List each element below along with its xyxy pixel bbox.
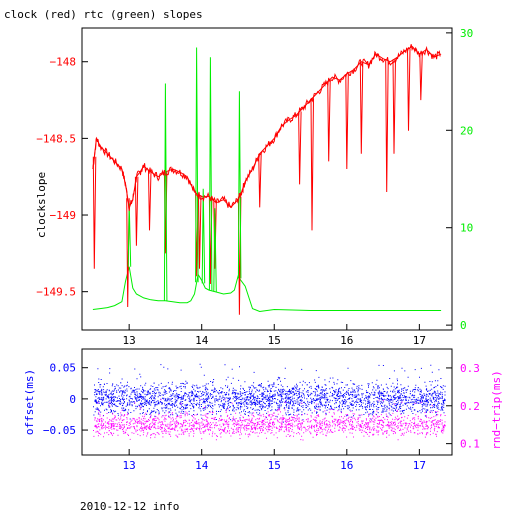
- left-tick-label: −149: [50, 209, 77, 222]
- right-tick-label: 0.2: [460, 400, 480, 413]
- bottom-right-axis-label: rnd−trip(ms): [490, 370, 503, 449]
- x-tick-label: 15: [268, 459, 281, 472]
- bottom-y-axis-label: offset(ms): [23, 369, 36, 435]
- red-spike: [148, 170, 152, 231]
- red-spike: [345, 73, 349, 170]
- chart-title: clock (red) rtc (green) slopes: [4, 8, 203, 21]
- magenta-scatter-points: [93, 399, 446, 441]
- green-spike: [163, 83, 168, 301]
- blue-scatter-series: [93, 363, 446, 423]
- red-spike: [385, 60, 389, 193]
- left-tick-label: 0.05: [50, 362, 77, 375]
- blue-scatter-points: [93, 363, 446, 423]
- red-spike: [310, 98, 314, 231]
- bottom-plot-frame: [81, 348, 453, 456]
- top-right-axis: 0 10 20 30: [446, 27, 473, 332]
- red-series-line: [92, 45, 442, 210]
- red-spike: [198, 195, 202, 269]
- bottom-x-axis: 13 14 15 16 17: [123, 449, 426, 472]
- red-spike: [359, 61, 364, 154]
- x-tick-label: 14: [195, 334, 209, 347]
- top-left-axis: −148 −148.5 −149 −149.5: [36, 56, 88, 299]
- x-tick-label: 16: [340, 459, 353, 472]
- bottom-panel: 0.05 0 −0.05 0.3 0.2 0.1 13 14 15 16 17 offset(m…: [23, 348, 503, 472]
- x-tick-label: 13: [123, 459, 136, 472]
- left-tick-label: 0: [69, 393, 76, 406]
- left-tick-label: −148: [50, 56, 77, 69]
- footer-text: 2010-12-12 info: [80, 500, 179, 512]
- green-spike: [213, 208, 217, 292]
- green-spike: [237, 91, 242, 279]
- red-spike: [419, 53, 423, 101]
- right-tick-label: 20: [460, 124, 473, 137]
- green-spike: [201, 188, 206, 284]
- top-plot-frame: [81, 27, 453, 331]
- x-tick-label: 13: [123, 334, 136, 347]
- left-tick-label: −0.05: [43, 424, 76, 437]
- red-spike: [392, 59, 396, 154]
- magenta-scatter-series: [93, 399, 446, 441]
- green-spike: [195, 47, 199, 283]
- red-spike: [134, 176, 139, 246]
- red-spike: [92, 156, 97, 269]
- red-series-noise: [92, 44, 441, 211]
- x-tick-label: 15: [268, 334, 281, 347]
- top-y-axis-label: clockslope: [35, 172, 48, 238]
- bottom-left-axis: 0.05 0 −0.05: [43, 362, 88, 437]
- red-spike: [327, 80, 331, 162]
- top-x-axis: 13 14 15 16 17: [123, 324, 426, 347]
- red-spike: [298, 111, 302, 185]
- right-tick-label: 30: [460, 27, 473, 40]
- x-tick-label: 17: [413, 334, 426, 347]
- red-spike: [407, 48, 411, 131]
- left-tick-label: −148.5: [36, 132, 76, 145]
- right-tick-label: 0: [460, 319, 467, 332]
- green-series-line: [92, 266, 442, 313]
- x-tick-label: 17: [413, 459, 426, 472]
- red-spike: [258, 153, 262, 208]
- x-tick-label: 14: [195, 459, 209, 472]
- bottom-right-axis: 0.3 0.2 0.1: [446, 362, 480, 451]
- bottom-plot-area: [93, 363, 446, 441]
- left-tick-label: −149.5: [36, 286, 76, 299]
- x-tick-label: 16: [340, 334, 353, 347]
- right-tick-label: 10: [460, 222, 473, 235]
- green-spike: [208, 57, 213, 291]
- top-plot-area: [92, 44, 442, 315]
- right-tick-label: 0.3: [460, 362, 480, 375]
- green-spike: [127, 203, 132, 267]
- right-tick-label: 0.1: [460, 438, 480, 451]
